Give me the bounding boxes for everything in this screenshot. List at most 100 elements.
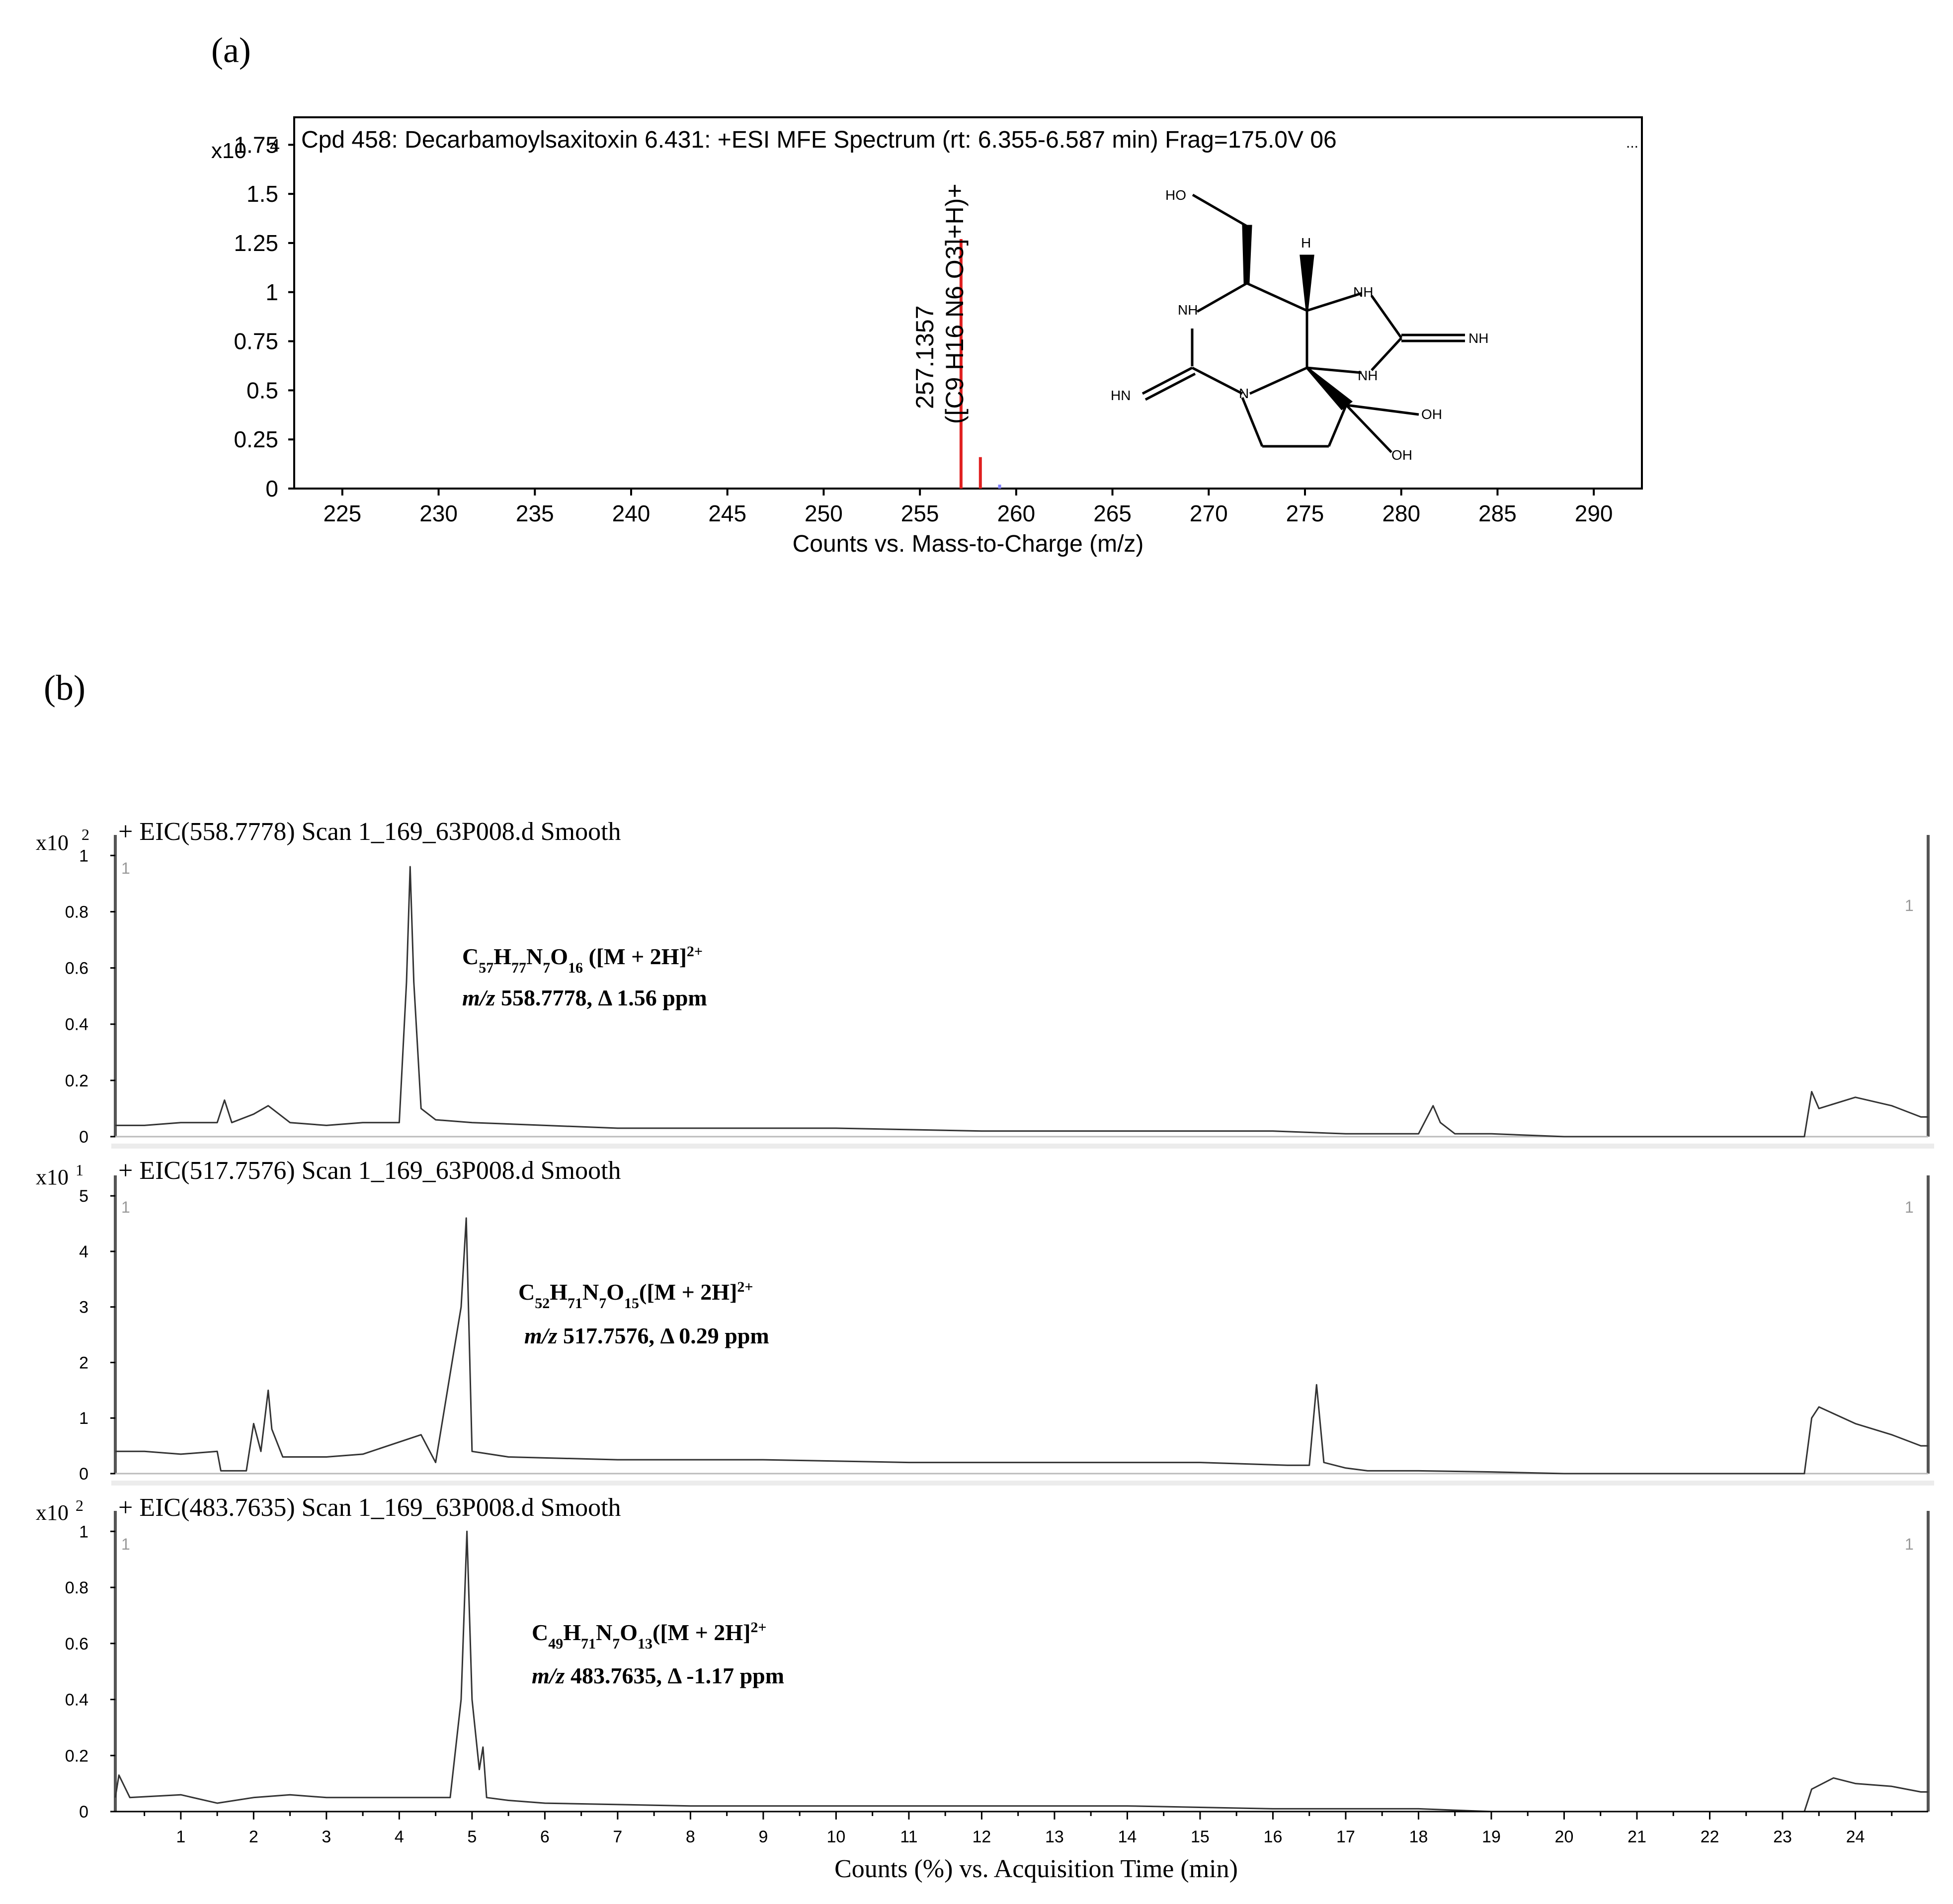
track-marker-left: 1 [121,859,130,877]
time-tick-label: 18 [1409,1827,1428,1846]
time-tick-label: 21 [1628,1827,1646,1846]
compound-formula: C57H77N7O16 ([M + 2H]2+ [462,943,703,976]
atom-oh-2: OH [1391,447,1412,463]
y-tick-label: 0.4 [65,1691,88,1710]
x-tick-label: 260 [997,500,1035,526]
x-tick-label: 285 [1478,500,1517,526]
y-tick-label: 4 [79,1242,88,1261]
compound-mz: m/z 558.7778, Δ 1.56 ppm [462,985,707,1010]
spectrum-ellipsis: ... [1626,135,1638,151]
x-tick-label: 280 [1382,500,1420,526]
track-exponent: 1 [76,1161,83,1179]
chromatogram-panel: x10 2 + EIC(558.7778) Scan 1_169_63P008.… [36,818,1934,1883]
spectrum-x-label: Counts vs. Mass-to-Charge (m/z) [793,531,1144,557]
compound-mz: m/z 517.7576, Δ 0.29 ppm [524,1323,769,1348]
y-tick-label: 1 [79,846,88,865]
bond-ring-4 [1246,282,1308,312]
chromatogram-trace [114,1530,1928,1813]
y-tick-label: 0 [79,1803,88,1821]
spectrum-x-axis: 225 230 235 240 245 250 255 260 265 270 275 280 285 2… [323,489,1613,526]
track-multiplier: x10 [36,830,69,855]
spectrum-peaks [959,239,1001,489]
time-tick-label: 16 [1264,1827,1283,1846]
mass-spectrum-panel: Cpd 458: Decarbamoylsaxitoxin 6.431: +ES… [211,116,1643,557]
y-tick-label: 0.5 [246,377,278,403]
time-tick-label: 9 [758,1827,768,1846]
bond-5ring-1 [1306,292,1362,312]
y-tick-label: 0.75 [234,329,278,354]
y-tick-label: 0.25 [234,426,278,452]
x-tick-label: 290 [1575,500,1613,526]
y-tick-label: 1.5 [246,181,278,207]
atom-oh-1: OH [1421,407,1442,422]
x-tick-label: 230 [419,500,458,526]
y-tick-label: 0 [79,1128,88,1147]
y-tick-label: 1.75 [234,132,278,158]
time-tick-label: 19 [1482,1827,1501,1846]
x-tick-label: 245 [708,500,746,526]
y-tick-label: 0.8 [65,903,88,921]
panel-b-label: (b) [44,668,85,708]
time-tick-label: 17 [1336,1827,1355,1846]
y-exponent: 4 [270,135,280,156]
track-marker-right: 1 [1905,1198,1914,1216]
track-separator [111,1481,1934,1486]
time-tick-label: 14 [1118,1827,1137,1846]
eic-track-517: x10 1 + EIC(517.7576) Scan 1_169_63P008.… [36,1157,1934,1486]
atom-nh-top: NH [1353,284,1373,300]
time-tick-label: 8 [686,1827,695,1846]
y-tick-label: 1.25 [234,230,278,256]
bond-ho-ch2 [1192,193,1248,228]
x-tick-label: 255 [901,500,939,526]
y-tick-label: 0.2 [65,1746,88,1765]
track-title: + EIC(517.7576) Scan 1_169_63P008.d Smoo… [118,1157,621,1185]
x-tick-label: 225 [323,500,361,526]
atom-hn: HN [1111,388,1131,403]
x-tick-label: 275 [1286,500,1324,526]
track-marker-right: 1 [1905,897,1914,914]
y-tick-label: 1 [79,1522,88,1541]
bond-oh-1 [1346,404,1419,416]
bond-5ring-3 [1371,337,1402,371]
time-tick-label: 7 [613,1827,622,1846]
atom-nh-imine: NH [1468,331,1488,346]
track-marker-left: 1 [121,1198,130,1216]
y-tick-label: 0.6 [65,1635,88,1654]
time-tick-label: 20 [1555,1827,1574,1846]
track-multiplier: x10 [36,1500,69,1525]
time-tick-label: 15 [1191,1827,1210,1846]
wedge-bond-h [1300,254,1314,311]
time-tick-label: 10 [826,1827,845,1846]
bond-ring-6 [1249,366,1308,395]
compound-formula: C52H71N7O15([M + 2H]2+ [518,1279,753,1312]
y-tick-label: 0.4 [65,1015,88,1034]
wedge-bond-ch2 [1242,225,1252,284]
bond-ring-3 [1191,366,1243,395]
panel-a-label: (a) [211,30,251,70]
bond-imine-1 [1141,366,1193,395]
time-tick-label: 3 [322,1827,331,1846]
x-tick-label: 265 [1093,500,1132,526]
y-tick-label: 0.2 [65,1072,88,1090]
y-tick-label: 0 [79,1465,88,1484]
atom-nh-left: NH [1178,302,1198,318]
track-exponent: 2 [76,1496,83,1514]
time-tick-label: 1 [176,1827,185,1846]
bond-imine-2 [1144,372,1196,401]
spectrum-frame [293,116,1643,490]
time-tick-label: 23 [1773,1827,1792,1846]
atom-n: N [1239,386,1249,401]
bond-5ring-4 [1306,366,1362,374]
track-title: + EIC(558.7778) Scan 1_169_63P008.d Smoo… [118,818,621,846]
chromatogram-trace [115,866,1928,1138]
time-tick-label: 24 [1846,1827,1865,1846]
peak-label-formula: ([C9 H16 N6 O3]+H)+ [941,183,969,424]
track-multiplier: x10 [36,1165,69,1189]
x-tick-label: 240 [612,500,651,526]
track-exponent: 2 [81,826,89,843]
time-tick-label: 22 [1701,1827,1719,1846]
structure-atom-labels: HO H NH NH NH NH HN N OH OH [1111,187,1488,463]
y-tick-label: 5 [79,1187,88,1206]
y-tick-label: 3 [79,1298,88,1317]
